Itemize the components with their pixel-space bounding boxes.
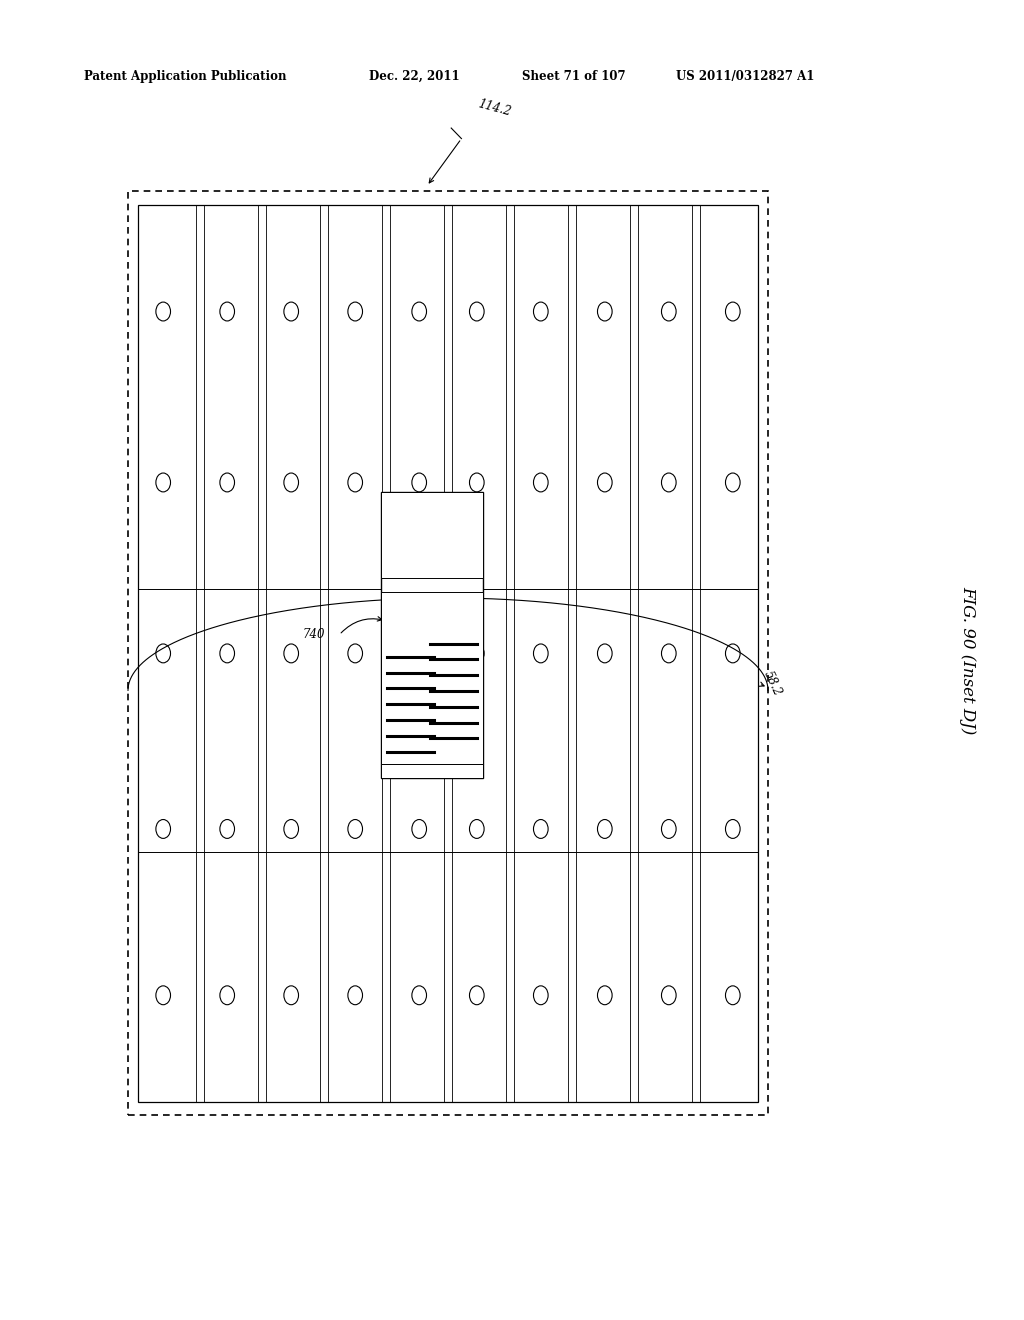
Text: 740: 740: [302, 628, 325, 642]
Text: Dec. 22, 2011: Dec. 22, 2011: [369, 70, 460, 83]
Bar: [381, 492, 483, 777]
Text: 58.2: 58.2: [761, 669, 783, 698]
Bar: [128, 191, 768, 1115]
Bar: [381, 764, 483, 777]
Text: FIG. 90 (Inset DJ): FIG. 90 (Inset DJ): [959, 586, 976, 734]
Text: Sheet 71 of 107: Sheet 71 of 107: [522, 70, 626, 83]
Bar: [381, 591, 483, 764]
Bar: [381, 492, 483, 578]
Text: Patent Application Publication: Patent Application Publication: [84, 70, 287, 83]
Text: 114.2: 114.2: [477, 98, 513, 119]
Text: US 2011/0312827 A1: US 2011/0312827 A1: [676, 70, 814, 83]
Bar: [138, 205, 758, 1102]
